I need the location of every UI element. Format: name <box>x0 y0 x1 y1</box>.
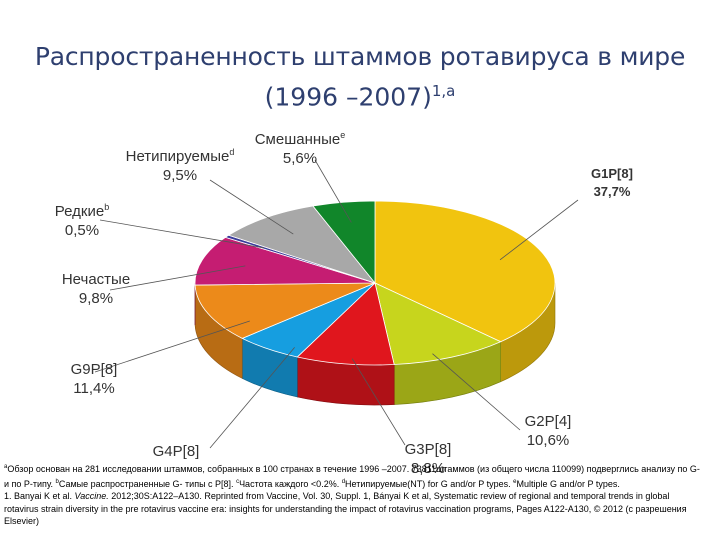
leader-line-slice <box>109 265 246 291</box>
footnote-e: Multiple G and/or P types. <box>516 478 620 489</box>
footnotes: aОбзор основан на 281 исследовании штамм… <box>4 461 704 528</box>
reference-1-authors: 1. Banyai K et al. <box>4 491 75 502</box>
label-g3p8-value: 8,8% <box>410 460 446 477</box>
label-nontypeable-name: Нетипируемыеd <box>116 143 244 166</box>
leader-line-g3p-8 <box>351 358 406 446</box>
leader-line-slice <box>209 179 294 235</box>
pie-slice-slice <box>312 200 376 285</box>
label-uncommon-name: Нечастые <box>61 271 131 288</box>
label-nontypeable: Нетипируемыеd 9,5% <box>116 143 244 185</box>
label-nontypeable-value: 9,5% <box>162 167 198 184</box>
label-nontypeable-superscript: d <box>229 147 235 157</box>
pie-slice-g1p-8 <box>374 200 556 343</box>
label-uncommon: Нечастые 9,8% <box>52 270 140 308</box>
label-rare-value: 0,5% <box>64 222 100 239</box>
label-g3p8-name: G3P[8] <box>404 441 452 458</box>
leader-line-g2p-4 <box>432 353 521 431</box>
footnote-a-marker: a <box>4 464 8 470</box>
label-g2p4-name: G2P[4] <box>524 413 572 430</box>
footnote-c-marker: c <box>236 478 240 485</box>
title-superscript: 1,a <box>431 82 456 100</box>
leader-line-g1p-8 <box>499 199 579 261</box>
pie-slice-g2p-4 <box>374 282 502 365</box>
footnote-b-marker: b <box>55 478 59 485</box>
pie-top <box>194 200 556 366</box>
label-g2p4-value: 10,6% <box>526 432 570 449</box>
leader-lines <box>94 159 579 449</box>
label-g9p8-name: G9P[8] <box>70 361 118 378</box>
label-g1p8-value: 37,7% <box>593 184 631 199</box>
label-mixed-name: Смешанныеe <box>244 126 356 149</box>
footnote-d: Нетипируемые(NT) for G and/or P types. <box>345 478 514 489</box>
leader-line-g9p-8 <box>94 320 250 373</box>
leader-line-g4p-8 <box>209 347 295 449</box>
leader-line-slice <box>99 219 265 249</box>
label-g3p8: G3P[8] 8,8% <box>390 440 466 478</box>
reference-1-details: 2012;30S:A122–A130. Reprinted from Vacci… <box>4 491 687 527</box>
label-g1p8-name: G1P[8] <box>591 166 633 181</box>
footnote-d-marker: d <box>341 478 346 485</box>
label-g4p8-name: G4P[8] <box>152 443 200 460</box>
footnote-e-marker: e <box>513 478 517 485</box>
pie-sides <box>194 282 556 406</box>
label-uncommon-value: 9,8% <box>78 290 114 307</box>
footnote-a: Обзор основан на 281 исследовании штаммо… <box>4 464 700 489</box>
title-line-1: Распространенность штаммов ротавируса в … <box>34 42 686 71</box>
title-line-2: (1996 –2007)1,a <box>0 74 720 114</box>
pie-slice-slice <box>194 236 376 286</box>
label-rare-name: Редкиеb <box>44 198 120 221</box>
footnote-c: Частота каждого <0.2%. <box>239 478 342 489</box>
pie-chart <box>94 159 579 449</box>
reference-1-journal: Vaccine. <box>74 491 109 502</box>
chart-title: Распространенность штаммов ротавируса в … <box>0 40 720 114</box>
label-g1p8: G1P[8] 37,7% <box>572 165 652 201</box>
footnote-b: Самые распространенные G- типы с P[8]. <box>58 478 237 489</box>
label-g9p8: G9P[8] 11,4% <box>56 360 132 398</box>
label-rare-superscript: b <box>104 202 110 212</box>
leader-line-slice <box>314 159 352 223</box>
label-mixed: Смешанныеe 5,6% <box>244 126 356 168</box>
label-mixed-superscript: e <box>340 130 346 140</box>
label-rare: Редкиеb 0,5% <box>44 198 120 240</box>
label-g2p4: G2P[4] 10,6% <box>510 412 586 450</box>
pie-slice-g3p-8 <box>296 282 395 366</box>
pie-slice-slice <box>227 205 377 284</box>
title-years: (1996 –2007) <box>264 82 432 112</box>
label-g9p8-value: 11,4% <box>73 380 115 397</box>
label-rare-text: Редкие <box>54 203 105 220</box>
label-mixed-text: Смешанные <box>254 131 341 148</box>
label-g4p8: G4P[8] <box>138 442 214 461</box>
label-nontypeable-text: Нетипируемые <box>125 148 230 165</box>
label-mixed-value: 5,6% <box>282 150 318 167</box>
